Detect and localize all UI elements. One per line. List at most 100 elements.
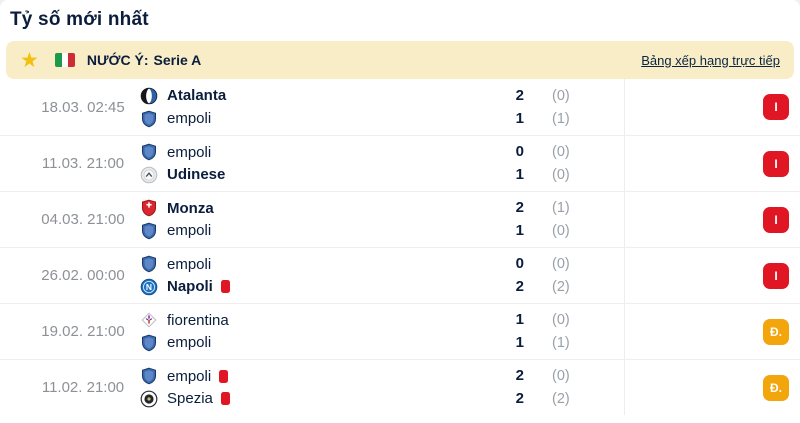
empoli-logo (140, 255, 158, 273)
italy-flag-icon (54, 53, 75, 67)
home-team-line: Monza (140, 197, 500, 219)
empoli-logo (140, 334, 158, 352)
team-name: empoli (167, 255, 212, 273)
team-name: empoli (167, 110, 212, 127)
home-score: 2 (515, 367, 524, 385)
teams-cell: Atalanta empoli (140, 79, 500, 135)
league-title: NƯỚC Ý: Serie A (87, 52, 201, 68)
empoli-logo (140, 110, 158, 128)
home-halftime-score: (0) (552, 368, 570, 385)
red-card-icon (220, 392, 230, 406)
teams-cell: empoli Udinese (140, 136, 500, 191)
team-name: Udinese (167, 166, 226, 184)
league-label: Serie A (153, 52, 202, 68)
page-title: Tỷ số mới nhất (10, 9, 149, 30)
favorite-star-icon[interactable]: ★ (20, 48, 39, 72)
spezia-logo (140, 390, 158, 408)
row-spacer (584, 192, 624, 247)
fulltime-score-cell: 2 1 (500, 79, 524, 135)
fulltime-score-cell: 2 2 (500, 360, 524, 415)
home-team-line: Atalanta (140, 85, 500, 107)
badge-cell: Đ. (624, 304, 800, 359)
result-badge: Đ. (763, 318, 789, 345)
away-score: 1 (515, 221, 524, 239)
halftime-score-cell: (0) (2) (524, 248, 584, 303)
row-spacer (584, 304, 624, 359)
result-badge: I (763, 262, 789, 289)
fulltime-score-cell: 0 2 (500, 248, 524, 303)
away-team-line: Udinese (140, 164, 500, 186)
match-row[interactable]: 11.02. 21:00 empoli Spezia 2 2 (0) (2) Đ… (0, 359, 800, 415)
empoli-logo (140, 367, 158, 385)
home-team-line: fiorentina (140, 309, 500, 331)
match-row[interactable]: 04.03. 21:00 Monza empoli 2 1 (1) (0) I (0, 191, 800, 247)
teams-cell: fiorentina empoli (140, 304, 500, 359)
home-halftime-score: (1) (552, 200, 570, 217)
halftime-score-cell: (0) (1) (524, 304, 584, 359)
away-team-line: Spezia (140, 388, 500, 410)
match-row[interactable]: 19.02. 21:00 fiorentina empoli 1 1 (0) (… (0, 303, 800, 359)
match-datetime: 11.03. 21:00 (41, 155, 125, 172)
away-score: 1 (515, 165, 524, 183)
atalanta-logo (140, 87, 158, 105)
result-badge: Đ. (763, 374, 789, 401)
away-team-line: N Napoli (140, 276, 500, 298)
home-score: 2 (515, 199, 524, 217)
home-halftime-score: (0) (552, 87, 570, 104)
match-row[interactable]: 26.02. 00:00 empoli N Napoli 0 2 (0) (2)… (0, 247, 800, 303)
match-row[interactable]: 18.03. 02:45 Atalanta empoli 2 1 (0) (1)… (0, 79, 800, 135)
away-halftime-score: (2) (552, 390, 570, 407)
halftime-score-cell: (1) (0) (524, 192, 584, 247)
away-halftime-score: (1) (552, 334, 570, 351)
away-score: 1 (515, 333, 524, 351)
fulltime-score-cell: 1 1 (500, 304, 524, 359)
badge-cell: I (624, 136, 800, 191)
teams-cell: Monza empoli (140, 192, 500, 247)
match-row[interactable]: 11.03. 21:00 empoli Udinese 0 1 (0) (0) … (0, 135, 800, 191)
live-standings-link[interactable]: Bảng xếp hạng trực tiếp (641, 52, 780, 68)
napoli-logo: N (140, 278, 158, 296)
row-spacer (584, 248, 624, 303)
fulltime-score-cell: 2 1 (500, 192, 524, 247)
fiorentina-logo (140, 311, 158, 329)
home-halftime-score: (0) (552, 256, 570, 273)
match-datetime: 18.03. 02:45 (41, 98, 125, 116)
teams-cell: empoli Spezia (140, 360, 500, 415)
away-score: 2 (515, 277, 524, 295)
home-score: 0 (515, 143, 524, 161)
away-halftime-score: (0) (552, 166, 570, 183)
match-list: 18.03. 02:45 Atalanta empoli 2 1 (0) (1)… (0, 79, 800, 415)
home-score: 2 (515, 86, 524, 104)
team-name: Atalanta (167, 87, 227, 104)
team-name: Monza (167, 199, 214, 217)
badge-cell: I (624, 79, 800, 135)
red-card-icon (219, 369, 229, 383)
team-name: empoli (167, 367, 212, 385)
match-datetime: 11.02. 21:00 (41, 379, 125, 396)
result-badge: I (763, 94, 789, 120)
away-team-line: empoli (140, 332, 500, 354)
team-name: empoli (167, 334, 212, 352)
empoli-logo (140, 143, 158, 161)
away-halftime-score: (0) (552, 222, 570, 239)
result-badge: I (763, 206, 789, 233)
home-team-line: empoli (140, 253, 500, 275)
team-name: fiorentina (167, 311, 229, 329)
away-halftime-score: (2) (552, 278, 570, 295)
home-team-line: empoli (140, 141, 500, 163)
country-label: NƯỚC Ý: (86, 52, 149, 68)
halftime-score-cell: (0) (1) (524, 79, 584, 135)
fulltime-score-cell: 0 1 (500, 136, 524, 191)
away-score: 2 (515, 389, 524, 407)
udinese-logo (140, 166, 158, 184)
badge-cell: I (624, 192, 800, 247)
away-team-line: empoli (140, 220, 500, 242)
team-name: Spezia (167, 390, 213, 408)
team-name: empoli (167, 222, 212, 240)
row-spacer (584, 136, 624, 191)
halftime-score-cell: (0) (2) (524, 360, 584, 415)
away-team-line: empoli (140, 108, 500, 130)
result-badge: I (763, 150, 789, 177)
svg-text:N: N (146, 282, 152, 292)
